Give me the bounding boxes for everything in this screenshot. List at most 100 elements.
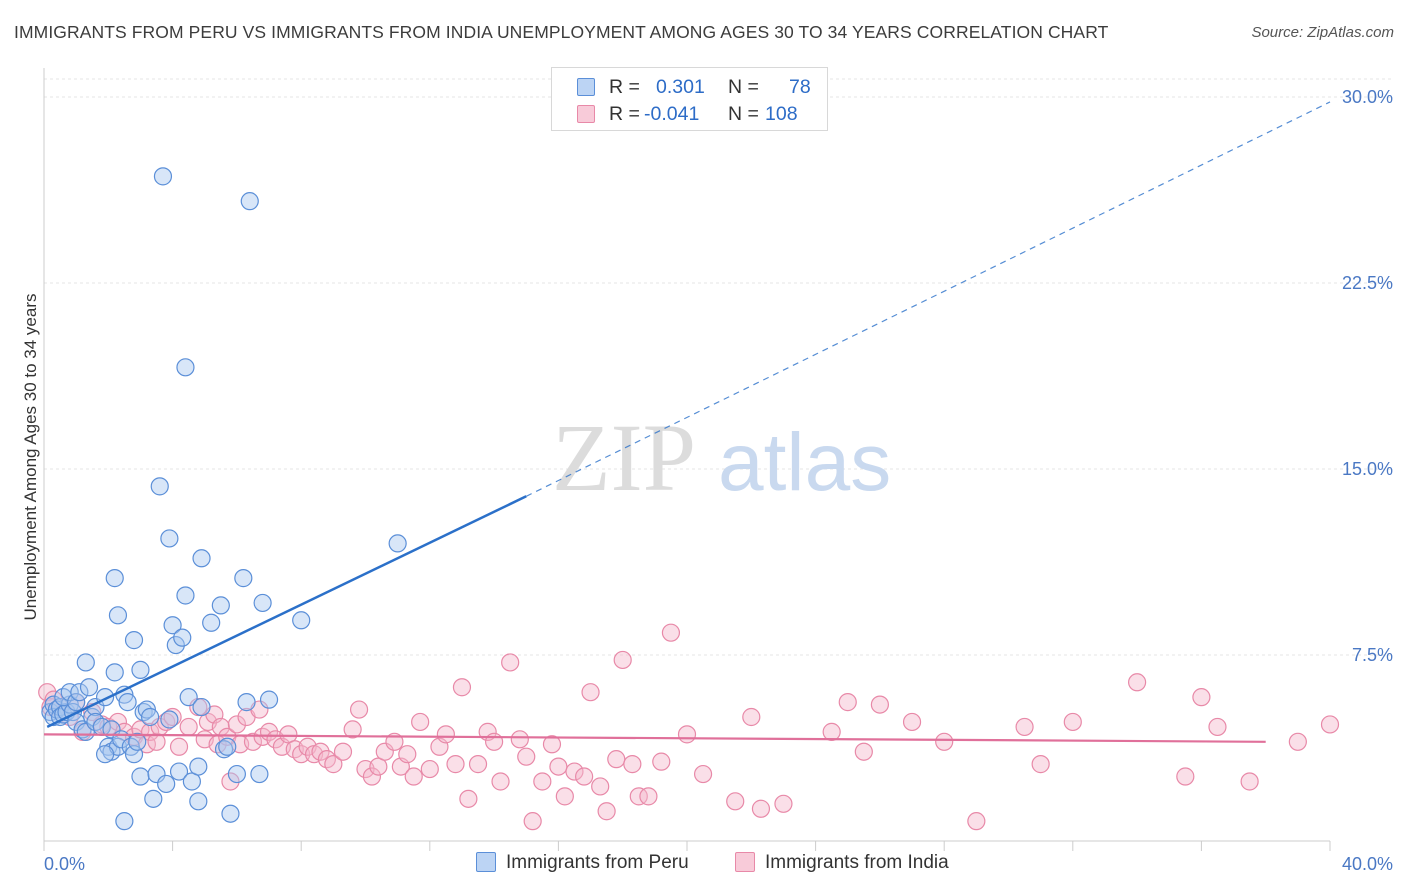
watermark-zip: ZIP <box>552 404 696 511</box>
india-point <box>607 750 626 769</box>
peru-point <box>160 529 179 548</box>
peru-point <box>60 683 79 702</box>
peru-legend-label: Immigrants from Peru <box>506 852 689 873</box>
india-point <box>349 700 369 719</box>
india-point <box>661 623 681 642</box>
peru-point <box>160 710 179 729</box>
india-legend-swatch <box>735 852 755 872</box>
peru-point <box>150 477 169 496</box>
peru-point <box>234 569 253 588</box>
watermark-atlas: atlas <box>718 417 891 508</box>
peru-point <box>173 628 192 647</box>
india-point <box>436 725 455 744</box>
peru-points <box>41 167 407 831</box>
peru-point <box>166 635 185 655</box>
peru-point <box>128 732 147 751</box>
india-point <box>549 757 568 776</box>
india-point <box>398 745 417 764</box>
india-trend-line <box>43 733 1266 743</box>
india-n-label: N = <box>728 103 759 125</box>
india-point <box>468 755 488 774</box>
label-layer: 7.5% 15.0% 22.5% 30.0% 0.0% 40.0% <box>44 87 1393 874</box>
peru-point <box>131 660 150 679</box>
india-point <box>629 787 648 806</box>
india-point <box>333 742 353 761</box>
peru-point <box>189 792 208 811</box>
peru-point <box>240 192 259 211</box>
peru-point <box>163 616 182 635</box>
india-point <box>163 707 182 727</box>
peru-point <box>250 764 269 784</box>
india-point <box>452 678 472 697</box>
peru-point <box>202 613 221 632</box>
india-point <box>902 712 922 732</box>
peru-point <box>95 745 115 764</box>
peru-point <box>176 358 195 377</box>
peru-point <box>192 697 211 717</box>
india-point <box>404 767 423 786</box>
india-point <box>179 717 198 737</box>
india-point <box>523 812 542 831</box>
india-point <box>1240 772 1259 791</box>
india-point <box>652 752 671 771</box>
india-point <box>742 707 761 727</box>
peru-point <box>153 167 173 186</box>
grid-layer <box>44 78 1392 656</box>
india-point <box>822 722 841 741</box>
india-point <box>677 725 697 744</box>
peru-point <box>221 804 240 823</box>
peru-r-label: R = <box>609 76 640 98</box>
legend-row-peru: R = 0.301 N = 78 <box>552 74 827 100</box>
peru-point <box>131 767 150 786</box>
peru-point <box>147 764 166 784</box>
india-r-value: -0.041 <box>644 103 700 125</box>
peru-point <box>211 596 230 615</box>
india-legend-label: Immigrants from India <box>765 852 949 873</box>
peru-point <box>388 534 407 553</box>
india-point <box>591 777 610 796</box>
india-point <box>613 650 632 670</box>
india-point <box>838 693 857 712</box>
india-point <box>221 772 240 791</box>
peru-swatch <box>577 78 595 96</box>
peru-point <box>259 690 279 709</box>
india-point <box>446 755 465 774</box>
india-point <box>726 792 745 811</box>
india-r-label: R = <box>609 103 640 125</box>
india-point <box>459 789 478 808</box>
peru-point <box>176 586 195 605</box>
india-point <box>639 787 658 806</box>
india-point <box>565 762 584 781</box>
india-n-value: 108 <box>765 103 798 125</box>
india-point <box>1192 688 1211 707</box>
india-point <box>411 712 430 732</box>
legend-row-india: R = -0.041 N = 108 <box>552 101 827 127</box>
india-point <box>324 755 343 774</box>
peru-point <box>115 812 134 831</box>
india-point <box>420 759 439 779</box>
india-point <box>311 742 330 761</box>
peru-point <box>144 789 163 808</box>
india-point <box>693 764 713 784</box>
x-tick-label: 0.0% <box>44 854 85 874</box>
india-point <box>597 802 616 821</box>
legend-item-india: Immigrants from India <box>735 852 949 876</box>
peru-n-value: 78 <box>789 76 811 98</box>
peru-point <box>227 764 246 784</box>
india-swatch <box>577 105 595 123</box>
peru-point <box>140 707 160 727</box>
correlation-legend: R = 0.301 N = 78 R = -0.041 N = 108 <box>551 67 828 131</box>
india-point <box>1127 673 1147 692</box>
india-point <box>243 732 263 751</box>
india-point <box>1015 717 1034 737</box>
india-point <box>1176 767 1195 786</box>
india-point <box>147 732 166 751</box>
peru-point <box>118 693 137 712</box>
india-point <box>517 747 536 766</box>
india-point <box>227 715 246 734</box>
india-point <box>542 735 562 754</box>
peru-point <box>169 762 189 781</box>
peru-point <box>70 683 89 702</box>
india-point <box>510 730 529 749</box>
